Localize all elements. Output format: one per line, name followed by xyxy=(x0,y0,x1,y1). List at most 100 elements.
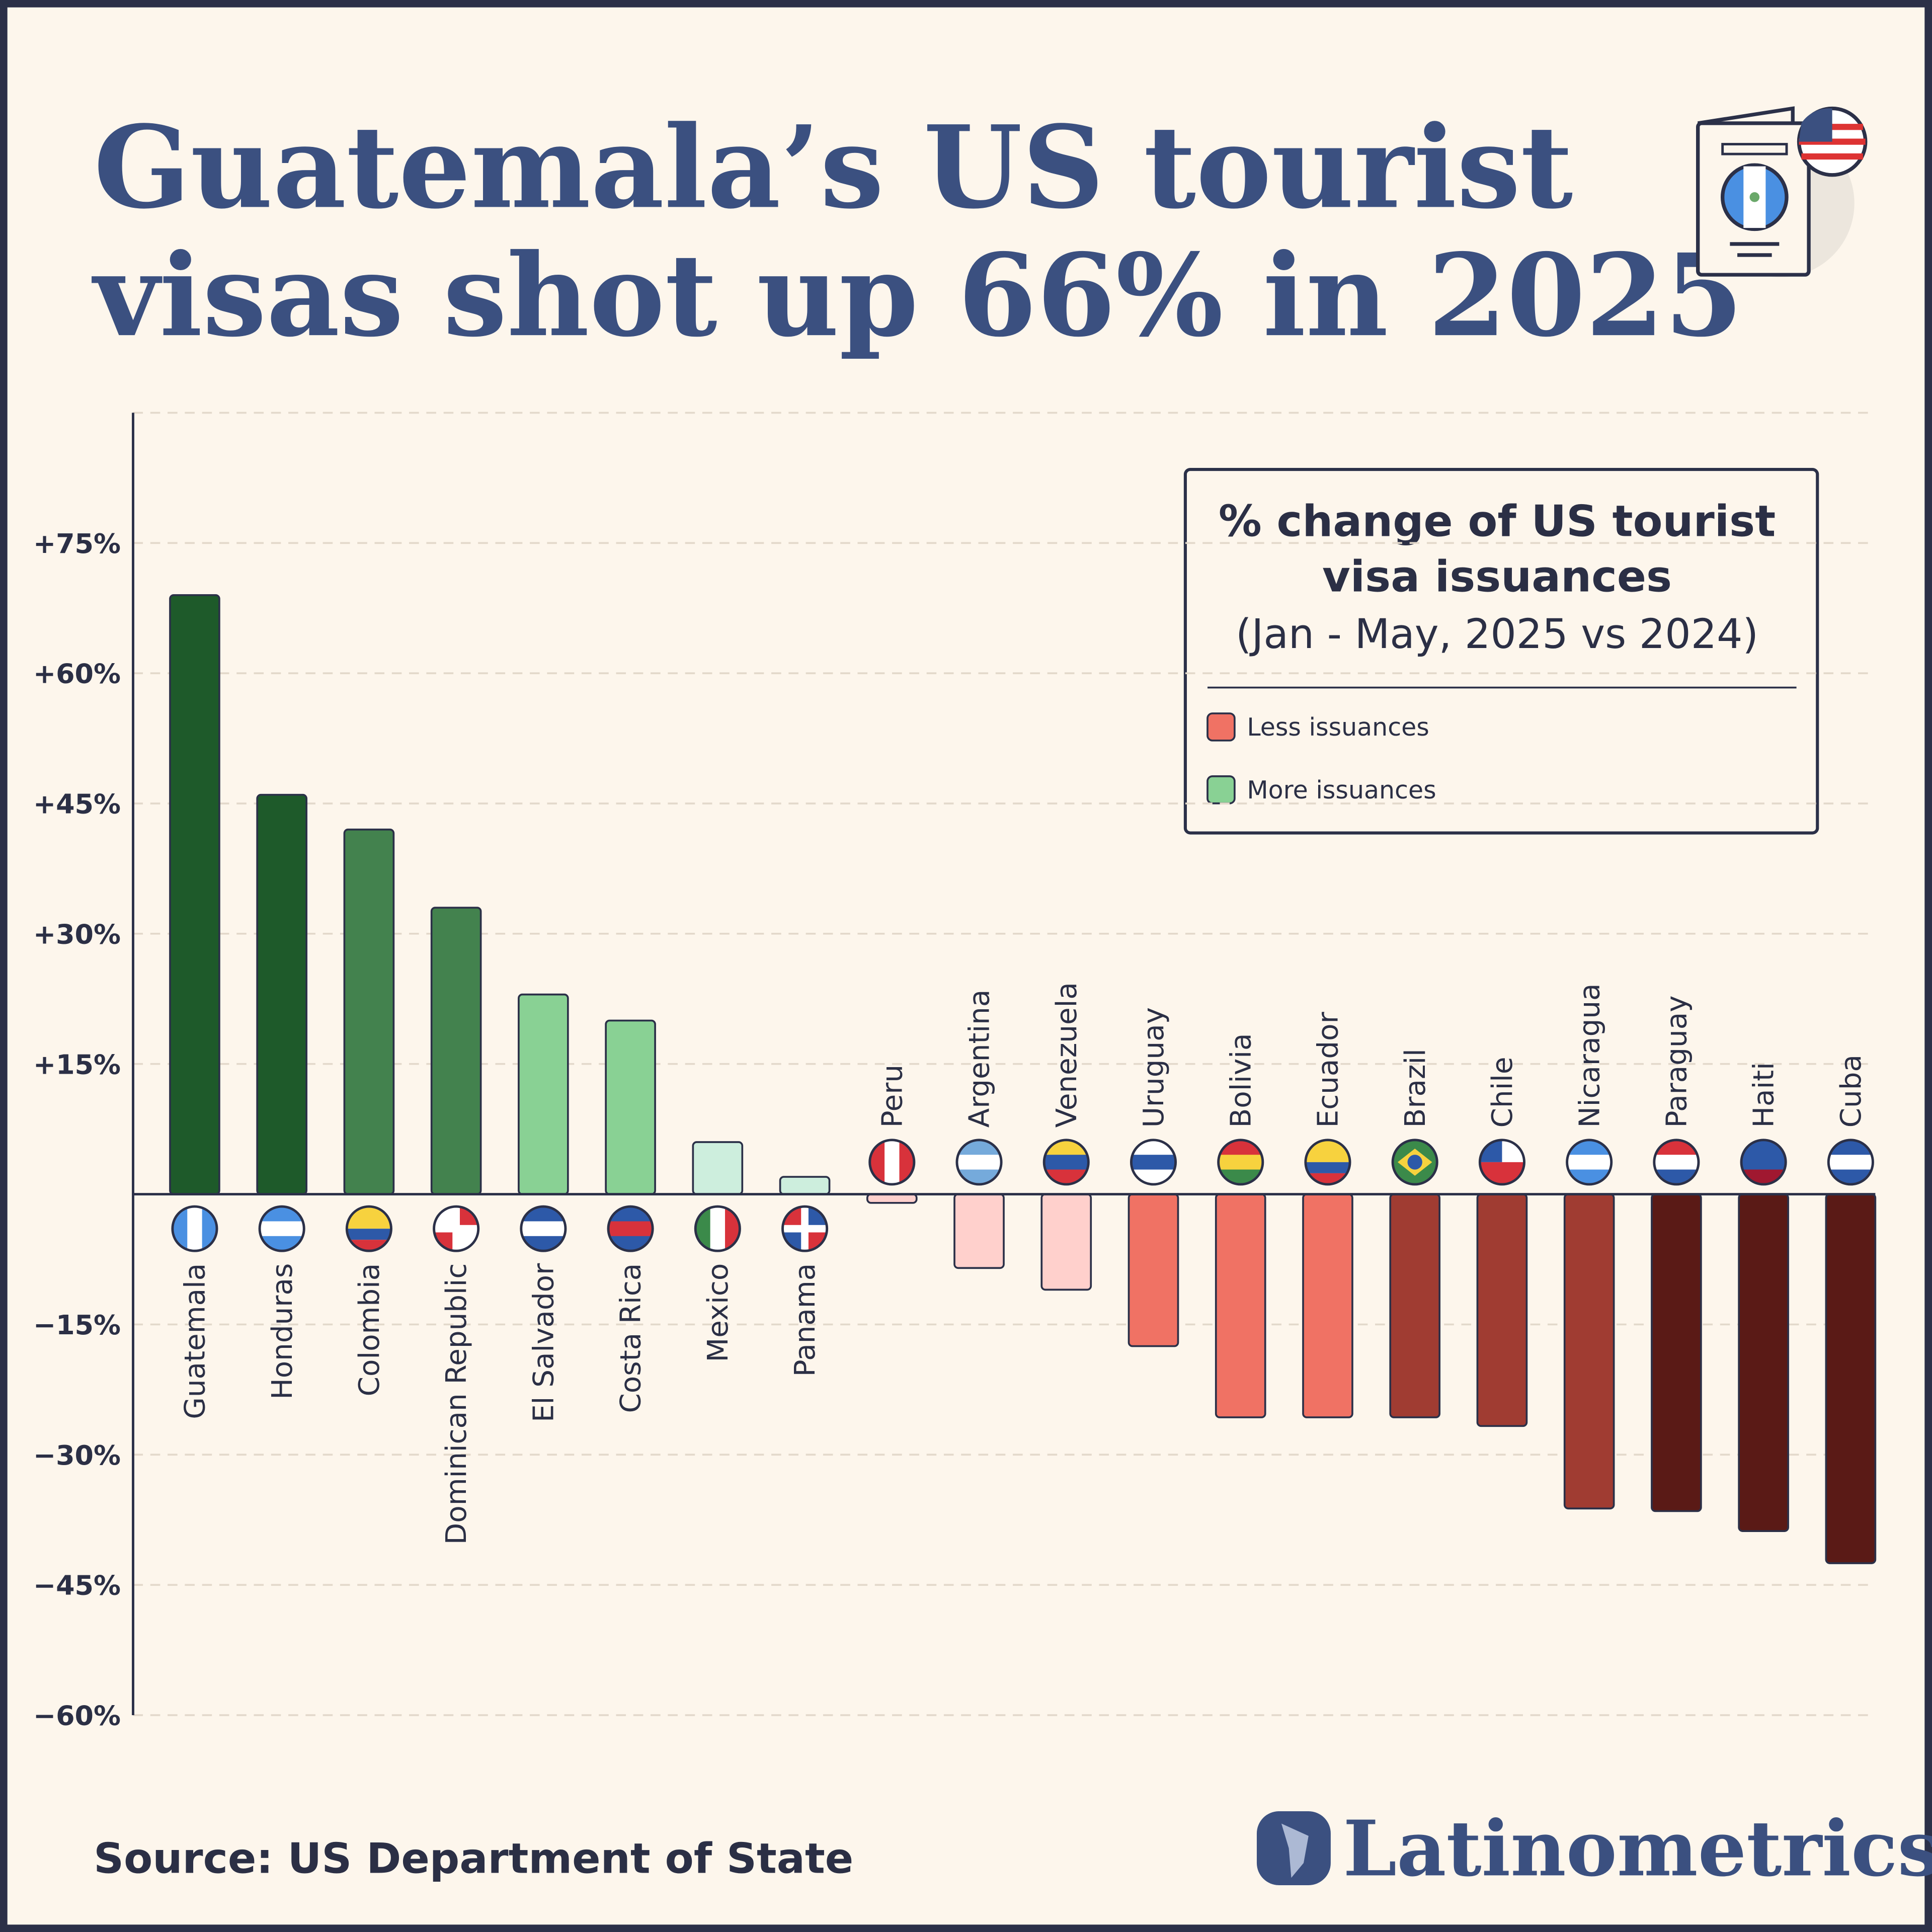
flag-border xyxy=(1478,1139,1525,1186)
legend-swatch xyxy=(1206,775,1236,804)
flag-border xyxy=(1827,1139,1874,1186)
x-tick-label: Panama xyxy=(789,1263,822,1377)
flag-border xyxy=(607,1205,654,1252)
bar xyxy=(1389,1193,1441,1418)
flag-stripe xyxy=(1218,1155,1263,1170)
flag-border xyxy=(171,1205,218,1252)
flag-border xyxy=(694,1205,741,1252)
flag-stripe xyxy=(1407,1155,1422,1170)
flag-stripe xyxy=(1828,1155,1873,1170)
bar xyxy=(605,1019,656,1195)
legend: % change of US tourist visa issuances (J… xyxy=(1183,468,1819,835)
flag-stripe xyxy=(187,1206,203,1251)
flag-border xyxy=(345,1205,392,1252)
bar xyxy=(256,793,307,1195)
brand: Latinometrics xyxy=(1343,1803,1932,1893)
flag-stripe xyxy=(782,1225,827,1233)
x-tick-label: Argentina xyxy=(963,990,996,1128)
bar xyxy=(1302,1193,1353,1418)
bar xyxy=(1563,1193,1615,1510)
x-tick-label: Brazil xyxy=(1399,1049,1432,1128)
flag-stripe xyxy=(1305,1162,1350,1173)
flag-border xyxy=(1391,1139,1438,1186)
flag-border xyxy=(1740,1139,1787,1186)
bar xyxy=(1825,1193,1877,1564)
flag-stripe xyxy=(434,1225,478,1233)
y-tick-label: −45% xyxy=(33,1570,121,1601)
flag-border xyxy=(955,1139,1003,1186)
bar xyxy=(1040,1193,1092,1291)
bar xyxy=(169,594,220,1195)
legend-subtitle: (Jan - May, 2025 vs 2024) xyxy=(1236,611,1758,658)
chart-title: visas shot up 66% in 2025 xyxy=(91,229,1743,362)
flag-border xyxy=(781,1205,829,1252)
x-tick-label: Costa Rica xyxy=(615,1263,648,1413)
x-tick-label: Honduras xyxy=(266,1263,299,1400)
y-tick-label: −15% xyxy=(33,1309,121,1341)
flag-stripe xyxy=(1044,1155,1089,1170)
legend-label: Less issuances xyxy=(1247,713,1429,742)
flag-stripe xyxy=(347,1229,391,1240)
bar xyxy=(1215,1193,1266,1418)
legend-title: % change of US tourist xyxy=(1219,496,1776,546)
bar xyxy=(518,993,569,1195)
flag-stripe xyxy=(260,1221,304,1237)
x-tick-label: Paraguay xyxy=(1660,995,1693,1128)
flag-border xyxy=(1042,1139,1090,1186)
legend-title: visa issuances xyxy=(1322,552,1672,602)
source: Source: US Department of State xyxy=(94,1834,853,1883)
flag-border xyxy=(1130,1139,1177,1186)
flag-stripe xyxy=(956,1155,1002,1170)
flag-border xyxy=(433,1205,480,1252)
flag-border xyxy=(1566,1139,1613,1186)
legend-box xyxy=(1183,468,1819,835)
flag-border xyxy=(258,1205,305,1252)
y-tick-label: +15% xyxy=(33,1049,121,1080)
x-tick-label: Cuba xyxy=(1835,1055,1868,1128)
y-tick-label: +75% xyxy=(33,528,121,559)
y-tick-label: −60% xyxy=(33,1700,121,1732)
x-tick-label: Peru xyxy=(876,1065,909,1128)
x-tick-label: Nicaragua xyxy=(1573,983,1606,1128)
flag-stripe xyxy=(1741,1155,1786,1170)
flag-stripe xyxy=(521,1221,566,1237)
flag-stripe xyxy=(884,1140,900,1184)
flag-border xyxy=(868,1139,916,1186)
flag-stripe xyxy=(1567,1155,1612,1170)
flag-stripe xyxy=(1654,1155,1699,1170)
y-tick-label: +60% xyxy=(33,658,121,690)
y-tick-label: +45% xyxy=(33,788,121,820)
x-tick-label: Uruguay xyxy=(1138,1007,1170,1128)
x-tick-label: Colombia xyxy=(353,1263,386,1397)
flag-border xyxy=(1217,1139,1264,1186)
bar xyxy=(1128,1193,1179,1347)
bar xyxy=(692,1141,744,1195)
passport-icon xyxy=(1696,106,1868,278)
legend-swatch xyxy=(1206,712,1236,742)
bar xyxy=(430,907,482,1195)
x-tick-label: Chile xyxy=(1486,1057,1519,1128)
x-tick-label: Mexico xyxy=(702,1263,735,1362)
x-tick-label: El Salvador xyxy=(527,1263,560,1422)
flag xyxy=(1393,1140,1437,1184)
flag-stripe xyxy=(608,1221,653,1237)
flag-stripe xyxy=(710,1206,726,1251)
chart-title: Guatemala’s US tourist xyxy=(94,101,1573,234)
x-tick-label: Haiti xyxy=(1748,1062,1781,1128)
bar xyxy=(953,1193,1005,1269)
bar xyxy=(343,828,395,1195)
x-tick-label: Dominican Republic xyxy=(440,1263,473,1545)
bar xyxy=(1476,1193,1528,1427)
x-tick-label: Bolivia xyxy=(1225,1033,1257,1128)
x-tick-label: Venezuela xyxy=(1051,982,1083,1128)
y-tick-label: −30% xyxy=(33,1439,121,1471)
x-tick-label: Guatemala xyxy=(179,1263,212,1419)
bar xyxy=(779,1176,831,1195)
bar xyxy=(1738,1193,1789,1532)
x-tick-label: Ecuador xyxy=(1312,1011,1345,1128)
flag-border xyxy=(520,1205,567,1252)
flag-border xyxy=(1653,1139,1700,1186)
flag-stripe xyxy=(1131,1155,1176,1170)
bar xyxy=(866,1193,918,1204)
